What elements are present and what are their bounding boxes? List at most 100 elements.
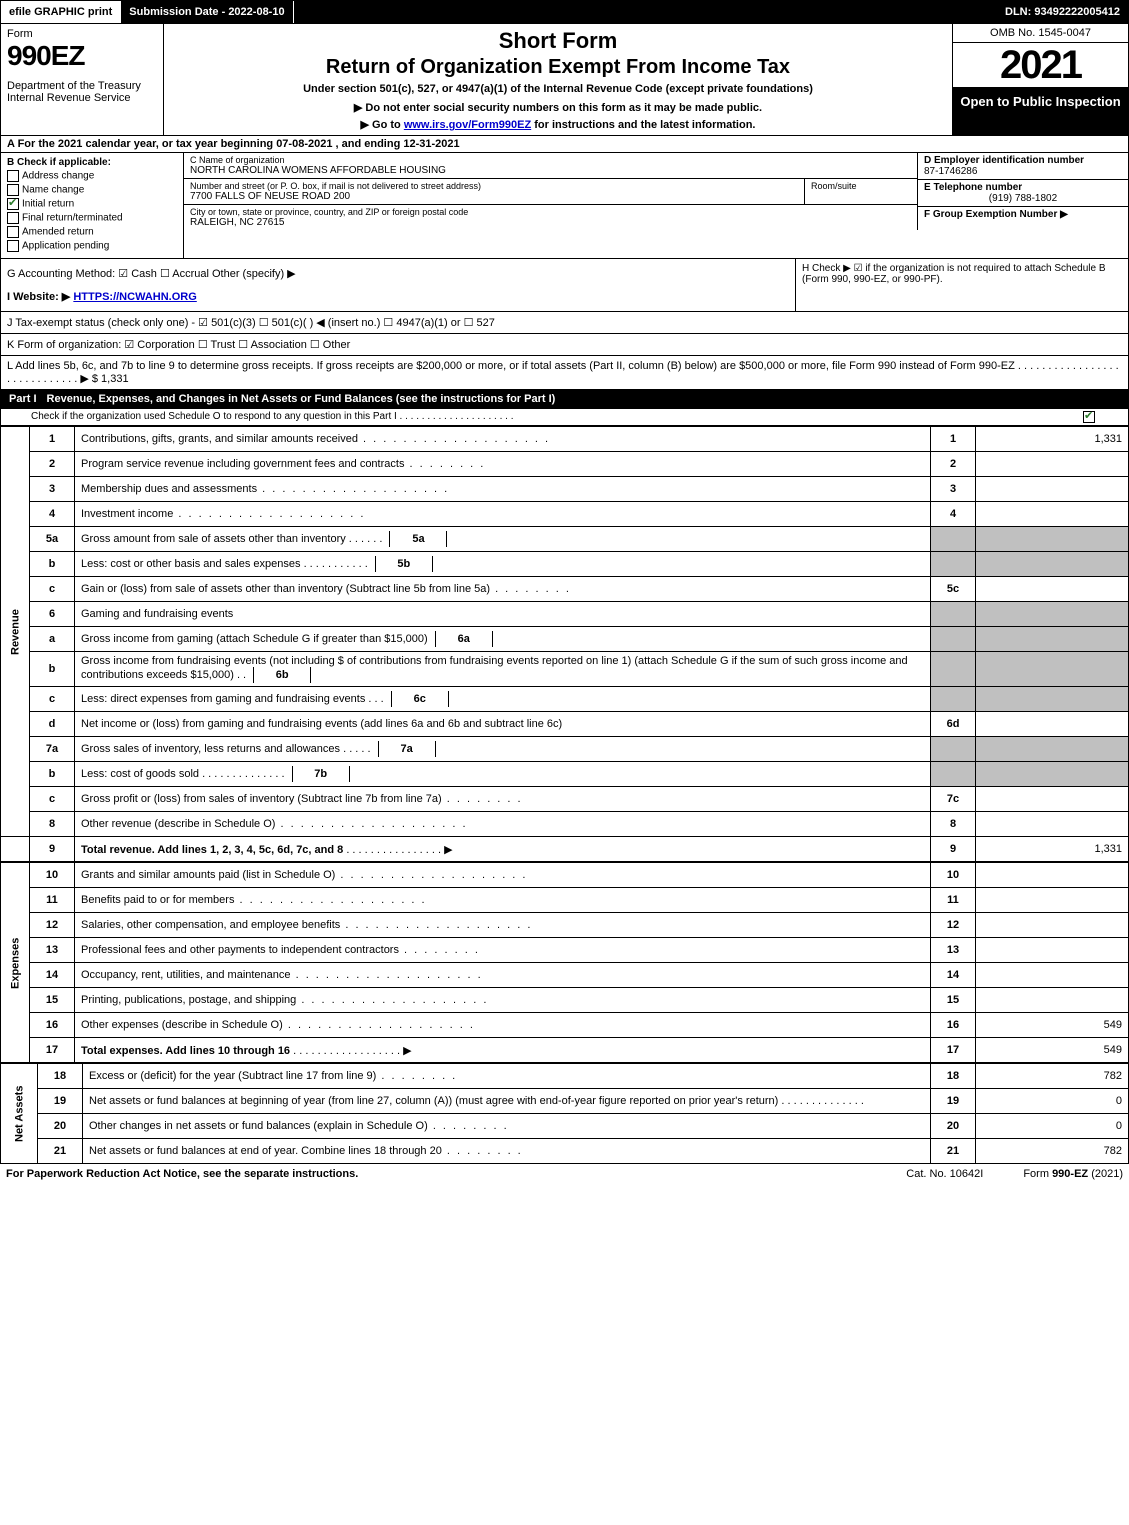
line-5b-desc: Less: cost or other basis and sales expe… xyxy=(75,552,931,577)
line-3-num: 3 xyxy=(30,477,75,502)
c-column: C Name of organization NORTH CAROLINA WO… xyxy=(184,153,1128,258)
line-6a-desc: Gross income from gaming (attach Schedul… xyxy=(75,627,931,652)
chk-address-change[interactable]: Address change xyxy=(7,170,177,182)
j-tax-exempt: J Tax-exempt status (check only one) - ☑… xyxy=(0,312,1129,334)
line-21-ref: 21 xyxy=(931,1139,976,1164)
line-16-num: 16 xyxy=(30,1013,75,1038)
line-19-num: 19 xyxy=(38,1089,83,1114)
line-2-ref: 2 xyxy=(931,452,976,477)
under-section: Under section 501(c), 527, or 4947(a)(1)… xyxy=(172,83,944,95)
line-18-ref: 18 xyxy=(931,1064,976,1089)
line-21-num: 21 xyxy=(38,1139,83,1164)
line-5c-desc: Gain or (loss) from sale of assets other… xyxy=(75,577,931,602)
line-6-num: 6 xyxy=(30,602,75,627)
line-17-desc: Total expenses. Add lines 10 through 16 … xyxy=(75,1038,931,1063)
d-ein-label: D Employer identification number xyxy=(924,155,1122,166)
line-20-val: 0 xyxy=(976,1114,1129,1139)
line-5c-val xyxy=(976,577,1129,602)
line-11-desc: Benefits paid to or for members xyxy=(75,888,931,913)
open-inspection: Open to Public Inspection xyxy=(953,88,1128,135)
line-8-ref: 8 xyxy=(931,812,976,837)
line-17-val: 549 xyxy=(976,1038,1129,1063)
header-right: OMB No. 1545-0047 2021 Open to Public In… xyxy=(952,24,1128,135)
line-6b-val xyxy=(976,652,1129,687)
chk-application-pending-label: Application pending xyxy=(22,241,109,252)
phone-value: (919) 788-1802 xyxy=(924,193,1122,204)
c-name-box: C Name of organization NORTH CAROLINA WO… xyxy=(184,153,918,230)
line-5b-val xyxy=(976,552,1129,577)
line-10-ref: 10 xyxy=(931,863,976,888)
line-5b-ref xyxy=(931,552,976,577)
gh-row: G Accounting Method: ☑ Cash ☐ Accrual Ot… xyxy=(0,259,1129,312)
line-4-desc: Investment income xyxy=(75,502,931,527)
line-6d-val xyxy=(976,712,1129,737)
line-6d-num: d xyxy=(30,712,75,737)
line-19-val: 0 xyxy=(976,1089,1129,1114)
line-21-desc: Net assets or fund balances at end of ye… xyxy=(83,1139,931,1164)
header-center: Short Form Return of Organization Exempt… xyxy=(164,24,952,135)
part1-header: Part I Revenue, Expenses, and Changes in… xyxy=(0,390,1129,409)
line-11-num: 11 xyxy=(30,888,75,913)
k-form-org: K Form of organization: ☑ Corporation ☐ … xyxy=(0,334,1129,356)
line-6-ref xyxy=(931,602,976,627)
chk-amended-return[interactable]: Amended return xyxy=(7,226,177,238)
efile-print[interactable]: efile GRAPHIC print xyxy=(1,1,121,23)
chk-name-change[interactable]: Name change xyxy=(7,184,177,196)
part1-sub: Check if the organization used Schedule … xyxy=(0,409,1129,426)
line-6b-num: b xyxy=(30,652,75,687)
line-5c-num: c xyxy=(30,577,75,602)
line-7a-num: 7a xyxy=(30,737,75,762)
f-group-label: F Group Exemption Number ▶ xyxy=(924,209,1068,220)
omb-number: OMB No. 1545-0047 xyxy=(953,24,1128,43)
line-13-num: 13 xyxy=(30,938,75,963)
c-city: City or town, state or province, country… xyxy=(184,205,917,230)
line-3-ref: 3 xyxy=(931,477,976,502)
line-6a-num: a xyxy=(30,627,75,652)
line-18-num: 18 xyxy=(38,1064,83,1089)
l-gross-receipts: L Add lines 5b, 6c, and 7b to line 9 to … xyxy=(0,356,1129,390)
i-website: I Website: ▶ HTTPS://NCWAHN.ORG xyxy=(7,290,789,303)
footer-left: For Paperwork Reduction Act Notice, see … xyxy=(6,1168,866,1180)
form-number: 990EZ xyxy=(7,40,157,72)
c-city-label: City or town, state or province, country… xyxy=(190,207,911,217)
chk-initial-return-label: Initial return xyxy=(22,199,74,210)
revenue-table: Revenue 1 Contributions, gifts, grants, … xyxy=(0,426,1129,862)
line-3-val xyxy=(976,477,1129,502)
header-left: Form 990EZ Department of the Treasury In… xyxy=(1,24,164,135)
e-phone-label: E Telephone number xyxy=(924,182,1122,193)
revenue-side-label: Revenue xyxy=(1,427,30,837)
line-13-val xyxy=(976,938,1129,963)
line-20-ref: 20 xyxy=(931,1114,976,1139)
line-2-desc: Program service revenue including govern… xyxy=(75,452,931,477)
part1-sub-text: Check if the organization used Schedule … xyxy=(31,411,1083,423)
goto-line: ▶ Go to www.irs.gov/Form990EZ for instru… xyxy=(172,118,944,131)
c-name: C Name of organization NORTH CAROLINA WO… xyxy=(184,153,917,179)
chk-application-pending[interactable]: Application pending xyxy=(7,240,177,252)
line-9-ref: 9 xyxy=(931,837,976,862)
part1-sub-check[interactable] xyxy=(1083,411,1095,423)
line-6b-desc: Gross income from fundraising events (no… xyxy=(75,652,931,687)
org-street: 7700 FALLS OF NEUSE ROAD 200 xyxy=(190,191,798,202)
line-16-desc: Other expenses (describe in Schedule O) xyxy=(75,1013,931,1038)
page-footer: For Paperwork Reduction Act Notice, see … xyxy=(0,1164,1129,1184)
line-15-val xyxy=(976,988,1129,1013)
line-13-ref: 13 xyxy=(931,938,976,963)
line-6c-num: c xyxy=(30,687,75,712)
chk-final-return[interactable]: Final return/terminated xyxy=(7,212,177,224)
line-11-ref: 11 xyxy=(931,888,976,913)
line-16-ref: 16 xyxy=(931,1013,976,1038)
b-title: B Check if applicable: xyxy=(7,157,177,168)
line-1-num: 1 xyxy=(30,427,75,452)
line-16-val: 549 xyxy=(976,1013,1129,1038)
d-column: D Employer identification number 87-1746… xyxy=(918,153,1128,230)
website-link[interactable]: HTTPS://NCWAHN.ORG xyxy=(73,291,196,303)
line-15-num: 15 xyxy=(30,988,75,1013)
line-6a-val xyxy=(976,627,1129,652)
goto-link[interactable]: www.irs.gov/Form990EZ xyxy=(404,119,531,131)
chk-initial-return[interactable]: Initial return xyxy=(7,198,177,210)
chk-final-return-label: Final return/terminated xyxy=(22,213,123,224)
line-12-desc: Salaries, other compensation, and employ… xyxy=(75,913,931,938)
line-10-num: 10 xyxy=(30,863,75,888)
line-1-val: 1,331 xyxy=(976,427,1129,452)
line-1-ref: 1 xyxy=(931,427,976,452)
